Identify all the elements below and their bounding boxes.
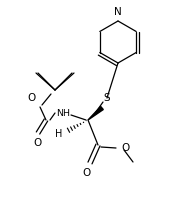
Text: O: O [83,168,91,178]
Text: S: S [104,93,110,103]
Text: NH: NH [56,108,70,118]
Text: O: O [28,93,36,103]
Polygon shape [88,107,103,120]
Text: O: O [33,138,41,148]
Text: N: N [114,7,122,17]
Text: O: O [121,143,129,153]
Text: H: H [55,129,62,139]
